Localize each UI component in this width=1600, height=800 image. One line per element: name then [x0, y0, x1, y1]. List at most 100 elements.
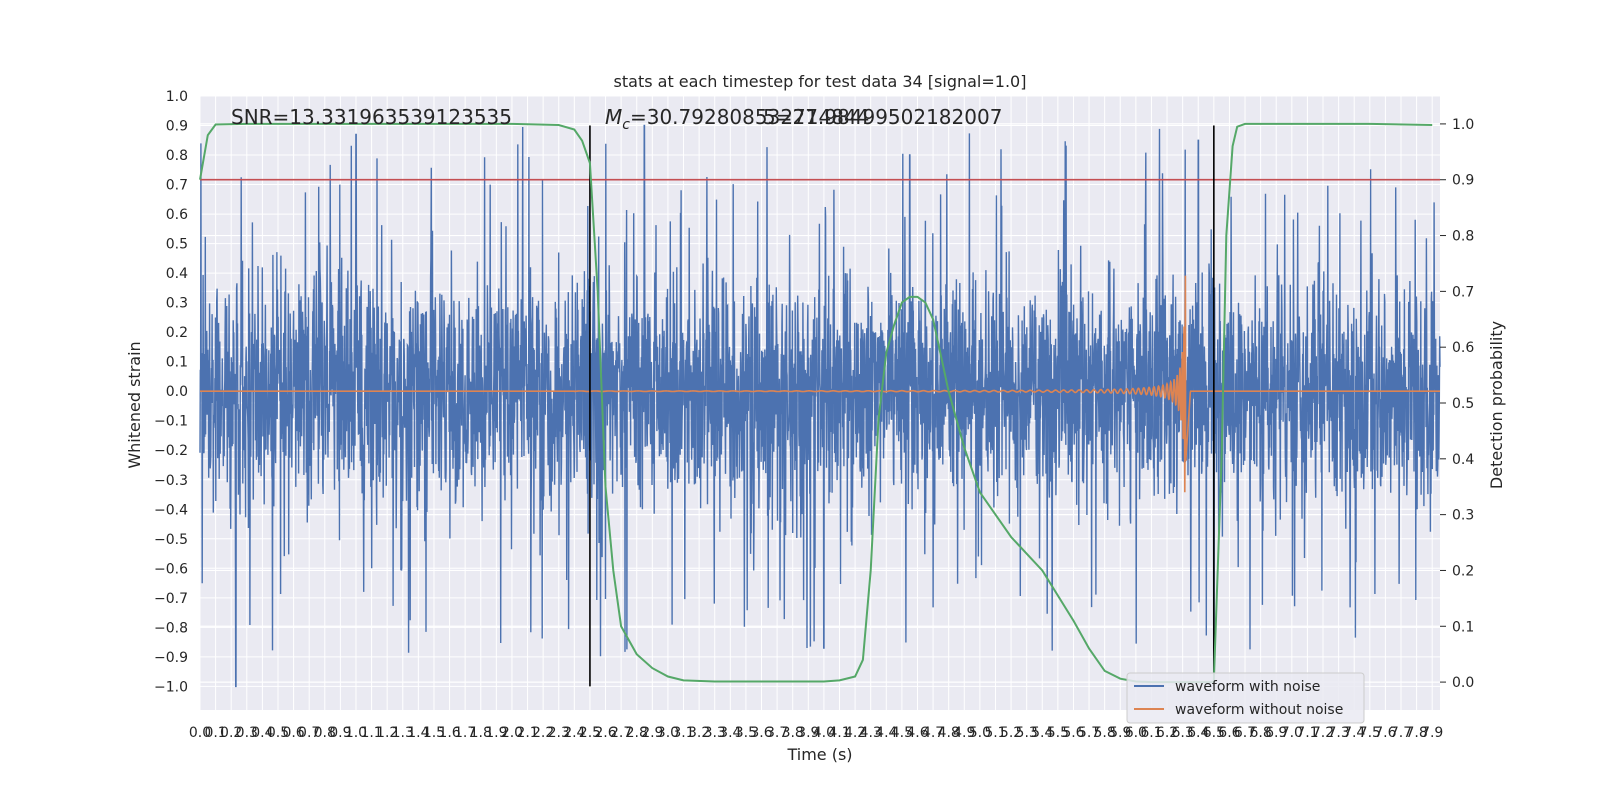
y-tick-label: −0.4: [154, 502, 188, 518]
x-tick-label: 7.8: [1405, 725, 1427, 741]
snr-annotation: SNR=13.331963539123535: [231, 105, 512, 129]
x-tick-label: 1.7: [454, 725, 476, 741]
x-tick-label: 3.3: [704, 725, 726, 741]
x-tick-label: 7.2: [1312, 725, 1334, 741]
legend-label-clean: waveform without noise: [1175, 702, 1343, 718]
x-tick-label: 4.1: [828, 725, 850, 741]
x-tick-label: 6.0: [1125, 725, 1147, 741]
y2-tick-label: 0.3: [1452, 508, 1474, 524]
legend-label-noise: waveform with noise: [1175, 679, 1320, 695]
chirp-mass-subscript: c: [622, 117, 630, 133]
x-tick-label: 4.3: [860, 725, 882, 741]
x-tick-label: 2.1: [516, 725, 538, 741]
x-tick-label: 3.7: [766, 725, 788, 741]
x-tick-label: 3.2: [688, 725, 710, 741]
legend: waveform with noise waveform without noi…: [1126, 672, 1365, 724]
y2-tick-label: 0.4: [1452, 452, 1474, 468]
x-tick-label: 7.6: [1374, 725, 1396, 741]
x-tick-label: 4.8: [938, 725, 960, 741]
x-axis-label: Time (s): [786, 745, 852, 764]
x-tick-label: 3.4: [719, 725, 741, 741]
x-tick-label: 5.7: [1078, 725, 1100, 741]
x-tick-label: 6.4: [1187, 725, 1209, 741]
y2-tick-label: 0.1: [1452, 619, 1474, 635]
x-tick-label: 6.7: [1234, 725, 1256, 741]
y-tick-label: 0.6: [166, 207, 188, 223]
y-axis-label: Whitened strain: [125, 341, 144, 468]
x-tick-label: 5.0: [969, 725, 991, 741]
y-tick-label: −0.8: [154, 620, 188, 636]
x-tick-label: 7.5: [1359, 725, 1381, 741]
x-tick-label: 2.8: [626, 725, 648, 741]
y-axis-right-ticks: 0.0 0.1 0.2 0.3 0.4 0.5 0.6 0.7 0.8 0.9 1.0: [1440, 117, 1474, 691]
y2-tick-label: 0.8: [1452, 229, 1474, 245]
x-tick-label: 5.4: [1031, 725, 1053, 741]
y-tick-label: 0.0: [166, 384, 188, 400]
x-tick-label: 0.8: [314, 725, 336, 741]
x-tick-label: 4.6: [906, 725, 928, 741]
x-tick-label: 1.9: [485, 725, 507, 741]
y-tick-label: −1.0: [154, 679, 188, 695]
x-tick-label: 5.8: [1094, 725, 1116, 741]
x-tick-label: 0.4: [251, 725, 273, 741]
x-tick-label: 4.7: [922, 725, 944, 741]
x-tick-label: 3.9: [797, 725, 819, 741]
y2-tick-label: 1.0: [1452, 117, 1474, 133]
x-tick-label: 2.2: [532, 725, 554, 741]
y2-tick-label: 0.0: [1452, 675, 1474, 691]
x-tick-label: 3.5: [735, 725, 757, 741]
x-tick-label: 0.0: [189, 725, 211, 741]
x-tick-label: 5.6: [1062, 725, 1084, 741]
y2-tick-label: 0.7: [1452, 284, 1474, 300]
x-tick-label: 2.0: [501, 725, 523, 741]
y-tick-label: 0.2: [166, 325, 188, 341]
x-tick-label: 4.9: [953, 725, 975, 741]
y-tick-label: −0.5: [154, 532, 188, 548]
y-tick-label: 0.5: [166, 237, 188, 253]
x-tick-label: 7.3: [1327, 725, 1349, 741]
y-axis-ticks: −1.0 −0.9 −0.8 −0.7 −0.6 −0.5 −0.4 −0.3 −0.2 −0.1…: [154, 89, 188, 695]
y-tick-label: −0.2: [154, 443, 188, 459]
x-tick-label: 6.2: [1156, 725, 1178, 741]
x-tick-label: 6.8: [1249, 725, 1271, 741]
x-axis-ticks: 0.00.10.20.30.40.50.60.70.80.91.01.11.21…: [189, 725, 1443, 741]
x-tick-label: 1.3: [392, 725, 414, 741]
x-tick-label: 5.3: [1016, 725, 1038, 741]
x-tick-label: 6.5: [1203, 725, 1225, 741]
chirp-mass-annotation: Mc=30.792808532714844: [605, 105, 869, 133]
x-tick-label: 0.3: [236, 725, 258, 741]
x-tick-label: 4.0: [813, 725, 835, 741]
x-tick-label: 0.1: [204, 725, 226, 741]
x-tick-label: 2.9: [641, 725, 663, 741]
x-tick-label: 4.2: [844, 725, 866, 741]
x-tick-label: 2.5: [579, 725, 601, 741]
x-tick-label: 1.1: [360, 725, 382, 741]
x-tick-label: 6.3: [1172, 725, 1194, 741]
x-tick-label: 7.0: [1281, 725, 1303, 741]
chirp-mass-symbol: M: [605, 105, 622, 129]
x-tick-label: 3.6: [750, 725, 772, 741]
x-tick-label: 5.5: [1047, 725, 1069, 741]
x-tick-label: 1.8: [470, 725, 492, 741]
x-tick-label: 2.3: [548, 725, 570, 741]
y-tick-label: 1.0: [166, 89, 188, 105]
y-tick-label: 0.4: [166, 266, 188, 282]
x-tick-label: 0.2: [220, 725, 242, 741]
x-tick-label: 1.5: [423, 725, 445, 741]
x-tick-label: 3.8: [782, 725, 804, 741]
y-tick-label: −0.1: [154, 414, 188, 430]
legend-box: [1126, 672, 1365, 724]
waveform-without-noise-line: [200, 275, 1440, 493]
x-tick-label: 6.6: [1218, 725, 1240, 741]
y-axis-right-label: Detection probability: [1487, 321, 1506, 489]
y2-tick-label: 0.6: [1452, 340, 1474, 356]
y-tick-label: −0.3: [154, 473, 188, 489]
y-tick-label: 0.3: [166, 296, 188, 312]
x-tick-label: 0.6: [282, 725, 304, 741]
y-tick-label: −0.6: [154, 561, 188, 577]
y-tick-label: 0.8: [166, 148, 188, 164]
x-tick-label: 7.7: [1390, 725, 1412, 741]
overlap-annotation: 5=27.98499502182007: [763, 105, 1002, 129]
x-tick-label: 2.6: [594, 725, 616, 741]
y-tick-label: 0.7: [166, 178, 188, 194]
